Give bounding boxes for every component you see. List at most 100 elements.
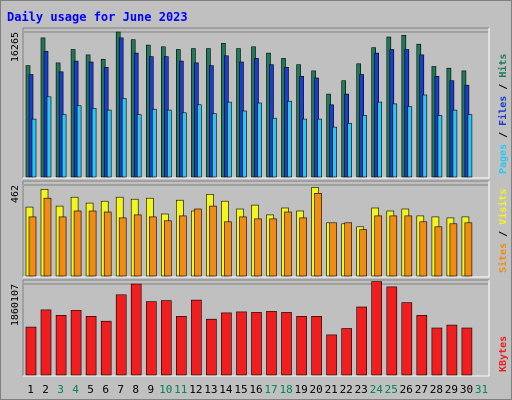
day-label: 23 — [355, 383, 368, 396]
axis-label-separator: / — [498, 78, 509, 96]
sites-bar — [194, 208, 202, 277]
day-label: 14 — [219, 383, 233, 396]
sites-bar — [419, 221, 428, 277]
kbytes-bar — [446, 324, 458, 376]
pages-bar — [257, 102, 262, 178]
pages-bar — [317, 118, 322, 178]
day-label: 12 — [189, 383, 202, 396]
day-label: 25 — [385, 383, 398, 396]
day-label: 24 — [370, 383, 384, 396]
kbytes-bar — [416, 314, 428, 376]
day-label: 17 — [264, 383, 277, 396]
sites-bar — [103, 211, 112, 277]
day-label: 7 — [117, 383, 124, 396]
day-label: 22 — [340, 383, 353, 396]
pages-bar — [362, 115, 368, 178]
sites-bar — [43, 197, 52, 277]
day-label: 3 — [57, 383, 64, 396]
pages-bar — [227, 101, 232, 178]
kbytes-bar — [191, 299, 202, 376]
day-label: 28 — [430, 383, 443, 396]
pages-bar — [167, 109, 172, 178]
axis-label-separator: / — [498, 126, 509, 144]
scale-max-label: 462 — [10, 185, 21, 203]
pages-bar — [272, 117, 277, 178]
kbytes-bar — [461, 327, 473, 376]
day-label: 27 — [415, 383, 428, 396]
day-label: 26 — [400, 383, 413, 396]
day-label: 18 — [279, 383, 292, 396]
pages-bar — [242, 110, 247, 178]
kbytes-bar — [55, 314, 67, 376]
kbytes-bar — [25, 326, 37, 376]
pages-bar — [332, 126, 337, 178]
kbytes-bar — [85, 315, 97, 376]
day-label: 11 — [174, 383, 187, 396]
sites-bar — [344, 222, 353, 277]
sites-bar — [464, 222, 473, 277]
pages-bar — [377, 101, 383, 178]
day-label: 29 — [445, 383, 458, 396]
day-label: 8 — [132, 383, 139, 396]
sites-bar — [239, 216, 247, 277]
day-label: 2 — [42, 383, 49, 396]
kbytes-bar — [371, 281, 383, 376]
sites-bar — [299, 217, 307, 277]
pages-bar — [76, 105, 82, 178]
pages-bar — [407, 106, 413, 178]
pages-bar — [422, 94, 428, 178]
sites-bar — [449, 223, 458, 277]
kbytes-bar — [401, 302, 413, 376]
pages-bar — [287, 100, 292, 178]
kbytes-bar — [130, 283, 142, 376]
pages-bar — [212, 113, 217, 178]
day-label: 21 — [325, 383, 338, 396]
pages-bar — [437, 115, 443, 178]
pages-bar — [136, 114, 142, 178]
day-label: 31 — [475, 383, 488, 396]
kbytes-bar — [266, 311, 277, 376]
day-label: 10 — [159, 383, 172, 396]
sites-bar — [374, 215, 383, 277]
pages-bar — [121, 98, 127, 178]
day-label: 30 — [460, 383, 473, 396]
panel-axis-label: KBytes — [498, 336, 509, 372]
kbytes-bar — [281, 312, 292, 376]
day-label: 6 — [102, 383, 109, 396]
kbytes-bar — [161, 300, 172, 376]
day-label: 4 — [72, 383, 79, 396]
sites-bar — [269, 218, 277, 277]
pages-bar — [61, 114, 67, 178]
kbytes-bar — [296, 315, 307, 376]
kbytes-bar — [431, 327, 443, 376]
sites-bar — [404, 215, 413, 277]
scale-max-label: 1860107 — [10, 284, 21, 326]
kbytes-bar — [326, 334, 337, 376]
kbytes-bar — [236, 311, 247, 376]
sites-bar — [314, 193, 322, 277]
day-label: 20 — [309, 383, 322, 396]
sites-bar — [284, 211, 292, 277]
pages-bar — [197, 104, 202, 178]
sites-bar — [149, 216, 157, 277]
sites-bar — [389, 215, 398, 277]
kbytes-bar — [221, 312, 232, 376]
kbytes-bar — [115, 294, 127, 376]
kbytes-bar — [176, 315, 187, 376]
kbytes-bar — [386, 286, 398, 376]
day-label: 19 — [294, 383, 307, 396]
pages-bar — [392, 103, 398, 178]
pages-bar — [347, 123, 353, 178]
sites-bar — [179, 215, 187, 277]
panel-axis-label: Pages / Files / Hits — [497, 54, 509, 174]
sites-bar — [28, 216, 37, 277]
kbytes-bar — [341, 328, 353, 376]
pages-bar — [46, 96, 52, 178]
pages-bar — [91, 108, 97, 178]
sites-bar — [133, 214, 142, 277]
pages-bar — [302, 118, 307, 178]
sites-bar — [73, 210, 82, 277]
kbytes-bar — [311, 315, 322, 376]
